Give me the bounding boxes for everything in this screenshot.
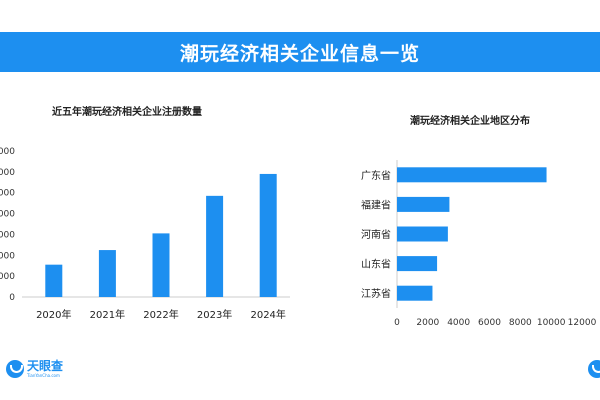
y-tick-label: 0000 (0, 210, 15, 220)
bar-2021年 (98, 250, 116, 297)
bar-2024年 (259, 173, 277, 297)
x-tick-label: 10000 (537, 318, 566, 328)
x-tick-label: 4000 (447, 318, 470, 328)
bar-2023年 (206, 195, 224, 297)
logo-url: TianYanCha.com (27, 373, 60, 378)
x-tick-label: 6000 (478, 318, 501, 328)
bar-2020年 (45, 264, 63, 297)
y-tick-label: 广东省 (361, 169, 391, 182)
x-tick-label: 8000 (509, 318, 532, 328)
bar-2022年 (152, 233, 170, 297)
y-tick-label: 0000 (0, 189, 15, 199)
page-title: 潮玩经济相关企业信息一览 (179, 42, 420, 65)
bar-山东省 (397, 256, 438, 272)
x-tick-label: 12000 (568, 318, 597, 328)
y-tick-label: 河南省 (361, 228, 391, 241)
y-tick-label: 0 (9, 293, 15, 303)
y-tick-label: 0000 (0, 147, 15, 157)
left-chart-title: 近五年潮玩经济相关企业注册数量 (52, 107, 202, 118)
x-tick-label: 0 (394, 318, 400, 328)
logo-name: 天眼查 (27, 359, 64, 373)
y-tick-label: 福建省 (361, 198, 391, 211)
x-tick-label: 2024年 (250, 308, 285, 321)
y-tick-label: 0000 (0, 272, 15, 282)
bar-广东省 (397, 167, 547, 183)
bar-江苏省 (397, 285, 433, 301)
y-tick-label: 山东省 (361, 258, 391, 271)
x-tick-label: 2021年 (90, 308, 125, 321)
logo-icon (588, 360, 600, 378)
y-tick-label: 0000 (0, 251, 15, 261)
x-tick-label: 2000 (416, 318, 439, 328)
bar-河南省 (397, 226, 448, 242)
y-tick-label: 江苏省 (361, 287, 391, 300)
x-tick-label: 2022年 (143, 308, 178, 321)
y-tick-label: 0000 (0, 168, 15, 178)
logo-icon (6, 360, 24, 378)
bar-福建省 (397, 196, 450, 212)
x-tick-label: 2020年 (36, 308, 71, 321)
y-tick-label: 0000 (0, 230, 15, 240)
x-tick-label: 2023年 (197, 308, 232, 321)
tianyancha-logo-right (588, 360, 600, 378)
header-banner: 潮玩经济相关企业信息一览 (0, 32, 600, 72)
right-chart-title: 潮玩经济相关企业地区分布 (410, 116, 530, 127)
tianyancha-logo: 天眼查 TianYanCha.com (6, 360, 63, 378)
